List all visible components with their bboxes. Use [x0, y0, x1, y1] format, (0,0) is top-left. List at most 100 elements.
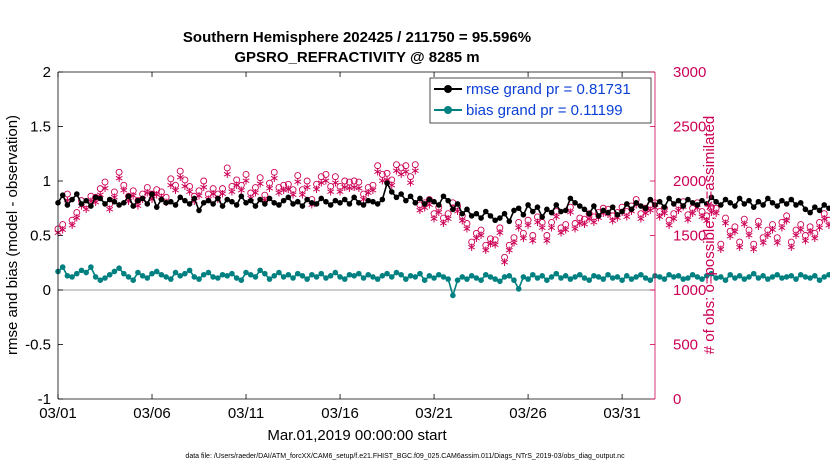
bias-point [219, 271, 226, 278]
rmse-point [661, 204, 668, 210]
x-tick-label: 03/26 [509, 405, 547, 422]
rmse-point [680, 203, 687, 209]
obs-possible-point [129, 187, 137, 195]
obs-assimilated-point: ∗ [222, 167, 232, 181]
rmse-point [553, 202, 560, 208]
rmse-point [760, 202, 766, 208]
obs-assimilated-point: ∗ [796, 222, 806, 236]
obs-possible-point [303, 177, 311, 185]
obs-possible-point [209, 185, 217, 193]
obs-assimilated-point: ∗ [265, 181, 275, 195]
rmse-point [586, 210, 592, 217]
obs-assimilated-point: ∗ [500, 255, 510, 269]
obs-possible-point [444, 210, 452, 218]
rmse-point [595, 213, 602, 219]
obs-possible-point [787, 238, 795, 246]
obs-assimilated-point: ∗ [749, 242, 759, 256]
rmse-point [619, 208, 625, 215]
rmse-point [689, 200, 696, 206]
obs-possible-point [712, 204, 720, 212]
rmse-point [309, 200, 315, 206]
rmse-point [708, 194, 715, 201]
rmse-point [482, 208, 489, 215]
rmse-point [769, 200, 776, 206]
rmse-point [64, 202, 71, 208]
obs-assimilated-point: ∗ [438, 216, 448, 230]
obs-assimilated-point: ∗ [401, 165, 411, 179]
obs-possible-point [792, 226, 800, 234]
bias-point [680, 276, 687, 282]
rmse-point [464, 206, 470, 213]
obs-assimilated-point: ∗ [420, 201, 430, 215]
bias-point [558, 275, 564, 281]
obs-possible-point [585, 210, 593, 218]
obs-assimilated-point: ∗ [232, 178, 242, 192]
rmse-point [812, 204, 818, 210]
bias-point [675, 273, 682, 279]
rmse-point [332, 197, 339, 204]
rmse-point [793, 202, 799, 208]
rmse-point [426, 196, 433, 203]
obs-assimilated-point: ∗ [547, 220, 557, 234]
obs-possible-point [707, 203, 715, 211]
obs-possible-point [472, 229, 480, 237]
bias-point [802, 274, 809, 280]
legend-box [429, 77, 652, 124]
rmse-point [605, 209, 611, 216]
bias-point [332, 269, 339, 276]
obs-assimilated-point: ∗ [387, 178, 397, 192]
rmse-point [539, 214, 545, 220]
obs-possible-point [477, 226, 485, 234]
obs-possible-point [204, 190, 212, 198]
rmse-point [642, 205, 649, 212]
obs-assimilated-point: ∗ [584, 212, 594, 226]
obs-possible-point [68, 216, 76, 224]
obs-assimilated-point: ∗ [758, 236, 768, 250]
obs-assimilated-point: ∗ [725, 229, 735, 243]
bias-point [365, 271, 372, 278]
rmse-point [158, 196, 165, 203]
obs-assimilated-point: ∗ [67, 218, 77, 232]
x-tick-label: 03/16 [321, 405, 359, 422]
bias-point [478, 277, 484, 283]
y-left-tick-label: 0 [43, 282, 51, 299]
bias-point [736, 273, 743, 279]
rmse-point [121, 200, 127, 206]
rmse-point [802, 206, 809, 213]
bias-point [793, 276, 799, 282]
bias-point [609, 275, 616, 281]
obs-assimilated-point: ∗ [706, 205, 716, 219]
rmse-point [501, 210, 508, 217]
obs-assimilated-point: ∗ [504, 243, 514, 257]
obs-possible-point [670, 210, 678, 218]
rmse-point [497, 215, 503, 221]
obs-possible-point [440, 214, 447, 222]
rmse-point [266, 195, 273, 202]
bias-point [304, 276, 310, 282]
bias-point [821, 274, 828, 280]
bias-point [765, 276, 771, 282]
obs-possible-point [157, 188, 165, 196]
bias-point [656, 274, 663, 280]
obs-assimilated-point: ∗ [565, 205, 575, 219]
bias-point [106, 271, 113, 278]
rmse-point [478, 215, 484, 221]
bias-point [788, 273, 795, 279]
rmse-point [182, 197, 188, 204]
chart-title: Southern Hemisphere 202425 / 211750 = 95… [183, 29, 531, 46]
x-axis-label: Mar.01,2019 00:00:00 start [267, 427, 447, 444]
obs-possible-point [764, 226, 772, 234]
obs-possible-point [237, 181, 245, 189]
y-left-tick-label: 0.5 [30, 228, 51, 245]
obs-possible-point [59, 221, 67, 229]
obs-assimilated-point: ∗ [753, 219, 763, 233]
obs-assimilated-point: ∗ [170, 183, 180, 197]
bias-point [74, 270, 80, 277]
obs-assimilated-point: ∗ [551, 209, 561, 223]
rmse-point [374, 201, 381, 207]
bias-point [520, 274, 527, 280]
obs-assimilated-point: ∗ [688, 206, 698, 220]
obs-assimilated-point: ∗ [288, 188, 298, 202]
rmse-point [450, 206, 456, 213]
obs-possible-point [637, 210, 645, 218]
